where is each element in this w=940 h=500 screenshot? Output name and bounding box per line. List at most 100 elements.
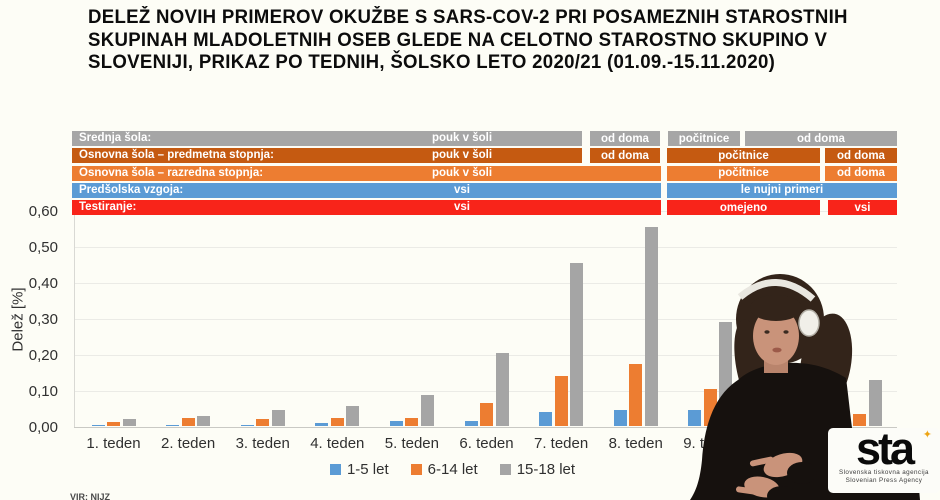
legend-swatch-icon [329, 464, 341, 475]
bar [107, 422, 120, 427]
bar [688, 410, 702, 427]
band-segment: od doma [745, 131, 897, 146]
x-axis-label: 7. teden [533, 435, 589, 452]
band-segment: od doma [825, 165, 897, 181]
y-tick-label: 0,60 [28, 203, 58, 220]
bar [197, 415, 211, 427]
bar [181, 417, 195, 427]
x-axis-label: 4. teden [310, 435, 365, 452]
y-tick-label: 0,10 [28, 382, 58, 400]
interpreter-eye-right [783, 330, 789, 334]
band-segment: Osnovna šola – predmetna stopnja: pouk v … [72, 148, 582, 164]
bar [495, 352, 509, 427]
y-tick-label: 0,40 [28, 274, 58, 292]
bar [420, 394, 434, 427]
bar [405, 417, 419, 427]
bar [613, 410, 627, 427]
bar [868, 379, 882, 427]
band-segment: od doma [590, 148, 660, 164]
gridline [74, 390, 897, 392]
band-segment: Testiranje: vsi [72, 200, 661, 216]
band-segment: počitnice [668, 131, 740, 146]
x-axis-line [74, 426, 897, 428]
bar [315, 422, 329, 427]
x-axis-label: 6. teden [459, 435, 514, 452]
bar [91, 424, 105, 427]
band-segment: Predšolska vzgoja: vsi [72, 182, 661, 198]
interpreter-sleeve-lower [767, 486, 797, 500]
headphones-band-icon [737, 279, 816, 302]
band-segment-value: vsi [454, 201, 470, 214]
y-tick-label: 0,00 [28, 418, 58, 436]
bar [853, 413, 866, 427]
band-segment: počitnice [667, 165, 820, 181]
interpreter-eye-left [764, 330, 770, 334]
gridline [74, 354, 897, 356]
bar [539, 412, 553, 427]
x-axis-label: 1. teden [86, 435, 141, 452]
headphones-earcup-icon [798, 309, 820, 337]
band-segment: počitnice [667, 148, 820, 164]
gridline [74, 282, 897, 284]
y-tick-label: 0,20 [28, 346, 58, 364]
legend-item: 15-18 let [499, 461, 576, 478]
band-row-label: Testiranje: [79, 201, 137, 214]
bar [629, 363, 643, 427]
legend-swatch-icon [410, 464, 422, 475]
y-tick-label: 0,30 [28, 310, 58, 328]
chart-legend: 1-5 let 6-14 let 15-18 let [0, 461, 905, 478]
bar [464, 421, 478, 427]
band-segment-value: pouk v šoli [431, 149, 493, 162]
bar [644, 227, 658, 427]
y-axis-line [74, 211, 75, 427]
band-segment: od doma [825, 148, 897, 164]
sta-logo-sub1: Slovenska tiskovna agencija [839, 469, 929, 476]
interpreter-finger-upper [749, 456, 774, 467]
band-segment: omejeno [667, 200, 820, 216]
school-status-timeline-bands: Srednja šola: pouk v šoli od doma počitnice… [0, 0, 940, 230]
band-segment: od doma [590, 131, 660, 146]
legend-item: 6-14 let [410, 461, 478, 478]
y-tick-label: 0,50 [28, 238, 58, 256]
band-row-label: Srednja šola: [79, 132, 152, 144]
bar [480, 403, 493, 427]
legend-label: 15-18 let [516, 461, 576, 478]
band-segment-value: pouk v šoli [431, 166, 493, 179]
band-segment: le nujni primeri [667, 182, 897, 198]
x-axis-label: 3. teden [235, 435, 290, 452]
band-segment: vsi [828, 200, 897, 216]
gridline [74, 318, 897, 320]
band-segment: Osnovna šola – razredna stopnja: pouk v š… [72, 165, 661, 181]
source-note: VIR: NIJZ [70, 492, 111, 500]
legend-label: 6-14 let [427, 461, 478, 478]
interpreter-lips [772, 347, 782, 353]
bar [554, 376, 568, 427]
bar [570, 263, 584, 427]
interpreter-sleeve-upper [787, 462, 817, 484]
x-axis-label: 2. teden [160, 435, 216, 452]
interpreter-fringe [750, 295, 802, 321]
sta-logo-sub2: Slovenian Press Agency [845, 476, 923, 484]
legend-label: 1-5 let [346, 461, 389, 478]
bar [271, 410, 285, 427]
bar [256, 419, 270, 427]
page-title: DELEŽ NOVIH PRIMEROV OKUŽBE S SARS-COV-2… [88, 7, 848, 73]
bar [346, 406, 360, 427]
sta-logo: ✦ sta Slovenska tiskovna agencija Sloven… [828, 423, 940, 493]
logo-spark-icon: ✦ [922, 429, 932, 441]
bar [389, 421, 403, 427]
bar [240, 425, 254, 427]
band-segment-value: pouk v šoli [431, 132, 493, 144]
legend-item: 1-5 let [329, 461, 389, 478]
x-axis-label: 5. teden [384, 435, 439, 452]
bar [166, 424, 180, 427]
x-axis-label: 8. teden [608, 435, 663, 452]
band-row-label: Predšolska vzgoja: [79, 183, 184, 196]
interpreter-finger-lower [735, 486, 758, 495]
bar [330, 417, 344, 427]
band-segment-value: vsi [454, 183, 470, 196]
gridline [74, 246, 897, 248]
sta-logo-text: sta [855, 423, 915, 474]
bar [122, 419, 136, 427]
